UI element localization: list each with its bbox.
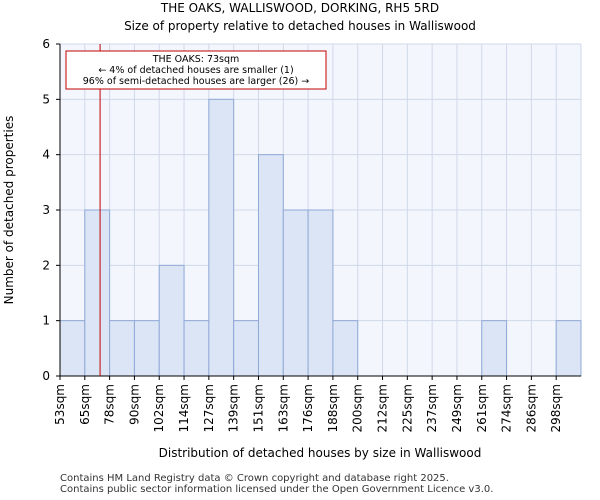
y-tick-label: 5 [42,92,50,106]
bar-114sqm [183,320,210,377]
y-tick-label: 6 [42,37,50,51]
bar-102sqm [158,264,185,377]
y-tick-label: 3 [42,203,50,217]
annotation-line-3: 96% of semi-detached houses are larger (… [83,76,310,87]
x-tick-label: 127sqm [202,384,216,432]
x-tick-label: 114sqm [177,384,191,432]
bar-261sqm [481,320,508,377]
x-tick-label: 261sqm [475,384,489,432]
x-axis-label: Distribution of detached houses by size … [159,446,482,460]
chart-subtitle: Size of property relative to detached ho… [124,19,476,33]
x-tick-label: 237sqm [425,384,439,432]
annotation-line-2: ← 4% of detached houses are smaller (1) [98,65,293,76]
x-tick-label: 102sqm [152,384,166,432]
x-tick-label: 286sqm [524,384,538,432]
x-tick-label: 65sqm [78,384,92,425]
x-tick-label: 188sqm [326,384,340,432]
x-tick-label: 225sqm [400,384,414,432]
bar-163sqm [282,209,309,377]
x-tick-label: 90sqm [127,384,141,425]
x-tick-label: 274sqm [500,384,514,432]
x-tick-label: 163sqm [276,384,290,432]
x-tick-label: 200sqm [351,384,365,432]
bar-139sqm [233,320,259,377]
bar-65sqm [84,209,111,377]
x-tick-label: 151sqm [251,384,265,432]
y-axis-label: Number of detached properties [2,116,16,305]
footer-line-1: Contains HM Land Registry data © Crown c… [60,473,449,484]
y-tick-label: 4 [42,148,50,162]
chart-title: THE OAKS, WALLISWOOD, DORKING, RH5 5RD [160,1,440,15]
x-tick-label: 139sqm [227,384,241,432]
annotation-box [65,50,327,90]
y-tick-label: 2 [42,258,50,272]
annotation-line-1: THE OAKS: 73sqm [152,54,240,65]
bar-53sqm [59,320,86,377]
bar-127sqm [208,98,235,377]
bar-151sqm [257,154,284,377]
x-tick-label: 176sqm [301,384,315,432]
y-tick-label: 0 [42,369,50,383]
footer-line-2: Contains public sector information licen… [60,484,494,495]
bar-78sqm [109,320,135,377]
x-tick-label: 53sqm [53,384,67,425]
x-tick-label: 212sqm [376,384,390,432]
x-tick-label: 78sqm [103,384,117,425]
y-tick-label: 1 [42,314,50,328]
bar-176sqm [307,209,334,377]
bar-188sqm [332,320,359,377]
bar-90sqm [133,320,160,377]
x-tick-label: 298sqm [549,384,563,432]
bar-298sqm [555,320,582,377]
x-tick-label: 249sqm [450,384,464,432]
histogram-chart: 0 1 2 3 4 5 6 53sqm 65sqm 78sqm 90sqm 102sqm 114sqm 1… [2,37,582,460]
